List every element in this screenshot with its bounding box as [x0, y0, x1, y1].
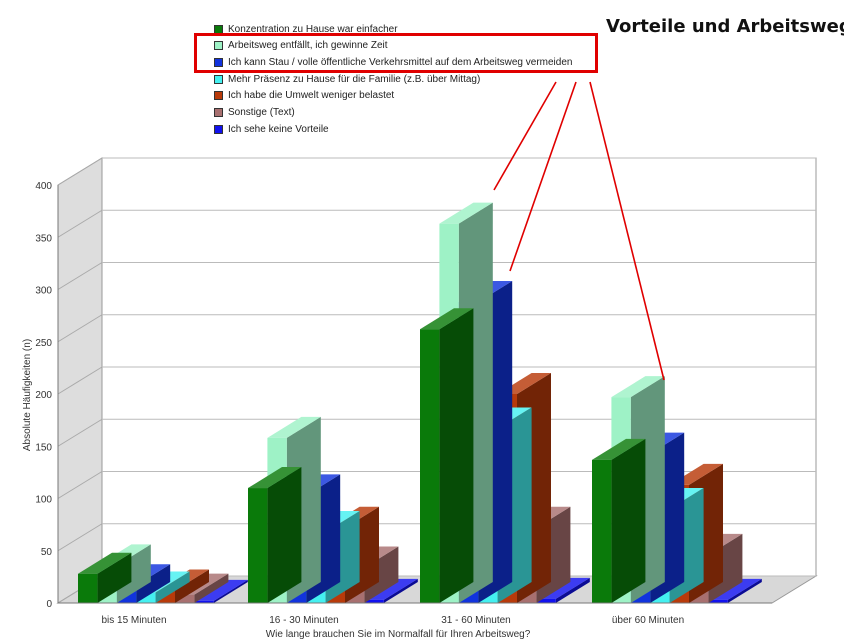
bar-front	[136, 592, 156, 603]
bar	[420, 308, 474, 603]
bar-side	[611, 438, 646, 603]
legend-swatch	[214, 108, 223, 117]
gridline-side	[57, 366, 103, 395]
gridline-side	[57, 314, 103, 343]
legend-label: Konzentration zu Hause war einfacher	[228, 23, 398, 35]
bar-top	[194, 579, 248, 601]
legend-swatch	[214, 91, 223, 101]
legend-item: Mehr Präsenz zu Hause für die Familie (z…	[214, 72, 480, 86]
bar-front	[248, 488, 268, 603]
bar-front	[420, 329, 440, 603]
legend-label: Mehr Präsenz zu Hause für die Familie (z…	[228, 73, 481, 85]
gridline-side	[57, 157, 103, 186]
bar-front	[175, 594, 195, 603]
bar-front	[708, 599, 728, 603]
x-tick-label: 31 - 60 Minuten	[441, 615, 511, 626]
legend-label: Ich sehe keine Vorteile	[228, 123, 329, 135]
bar-front	[78, 573, 98, 603]
bar-top	[267, 416, 321, 438]
highlight-box	[194, 33, 598, 73]
legend-swatch	[214, 57, 223, 67]
y-tick-label: 50	[41, 547, 53, 558]
y-tick-label: 0	[46, 599, 52, 610]
legend-swatch	[214, 124, 223, 134]
bar-side	[383, 578, 418, 603]
x-tick-label: über 60 Minuten	[612, 615, 684, 626]
x-tick-label: bis 15 Minuten	[101, 615, 166, 626]
bar-side	[439, 308, 474, 603]
bar-front	[364, 599, 384, 603]
bar-side	[267, 467, 302, 603]
page-title: Vorteile und Arbeitsweg	[606, 16, 844, 37]
y-tick-label: 350	[35, 233, 52, 244]
annotation-line	[509, 81, 577, 272]
y-tick-label: 150	[35, 442, 52, 453]
bar	[78, 552, 132, 603]
y-axis-title: Absolute Häufigkeiten (n)	[22, 339, 33, 451]
x-axis-title: Wie lange brauchen Sie im Normalfall für…	[266, 629, 531, 640]
bar-top	[420, 308, 474, 330]
bar-top	[248, 467, 302, 489]
bar-side	[97, 552, 132, 603]
annotation-line	[493, 81, 557, 191]
bar-front	[536, 598, 556, 603]
y-tick-label: 200	[35, 390, 52, 401]
gridline-side	[57, 209, 103, 238]
y-tick-label: 250	[35, 338, 52, 349]
bar-top	[611, 376, 665, 398]
bar-front	[194, 600, 214, 603]
y-tick-label: 100	[35, 495, 52, 506]
bar	[194, 579, 248, 603]
y-tick-label: 300	[35, 286, 52, 297]
annotation-line	[589, 81, 665, 381]
bar-side	[175, 569, 209, 603]
legend-item: Sonstige (Text)	[214, 106, 295, 120]
bar-side	[136, 564, 171, 603]
legend-item: Ich sehe keine Vorteile	[214, 122, 329, 136]
bar-top	[592, 438, 646, 460]
gridline-side	[57, 471, 103, 499]
legend-item: Ich habe die Umwelt weniger belastet	[214, 89, 394, 103]
bar-side	[364, 546, 399, 603]
legend-label: Ich kann Stau / volle öffentliche Verkeh…	[228, 56, 573, 68]
bar	[592, 438, 646, 603]
legend-label: Sonstige (Text)	[228, 107, 295, 118]
legend-label: Arbeitsweg entfällt, ich gewinne Zeit	[228, 40, 388, 52]
bar-side	[155, 571, 190, 603]
legend-swatch	[214, 41, 223, 51]
legend-label: Ich habe die Umwelt weniger belastet	[228, 90, 395, 102]
bar-front	[592, 459, 612, 603]
bar-side	[116, 544, 151, 603]
bar-top	[439, 202, 493, 224]
gridline-side	[57, 523, 103, 552]
bar	[248, 467, 302, 603]
bar-side	[194, 573, 229, 603]
bar-side	[213, 579, 248, 603]
legend-swatch	[214, 74, 223, 84]
x-tick-label: 16 - 30 Minuten	[269, 615, 339, 626]
bar-top	[78, 552, 132, 574]
y-tick-label: 400	[35, 181, 52, 192]
legend-item: Arbeitsweg entfällt, ich gewinne Zeit	[214, 39, 388, 53]
bar-side	[555, 577, 590, 603]
gridline-side	[57, 262, 103, 290]
legend-item: Ich kann Stau / volle öffentliche Verkeh…	[214, 55, 572, 69]
bar-side	[727, 578, 762, 603]
gridline-side	[57, 418, 103, 447]
